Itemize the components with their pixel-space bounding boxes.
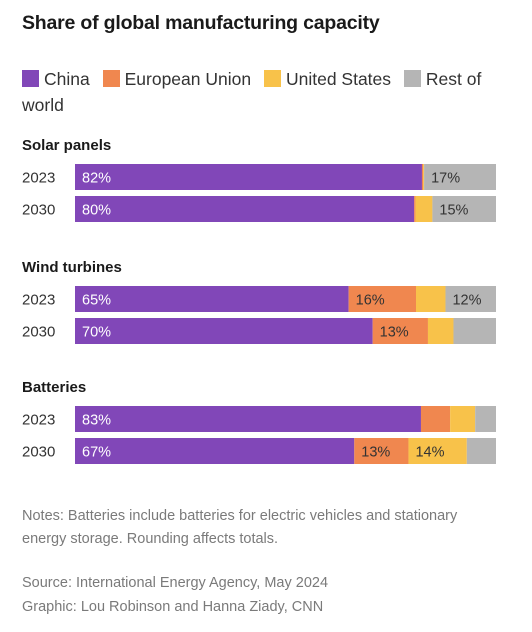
year-label-wind-turbines-2023: 2023 [22, 292, 55, 309]
bar-segment-wind-turbines-2023-united-states [416, 286, 446, 312]
credit-line: Graphic: Lou Robinson and Hanna Ziady, C… [22, 599, 324, 615]
year-label-solar-panels-2030: 2030 [22, 202, 55, 219]
year-label-wind-turbines-2030: 2030 [22, 324, 55, 341]
bar-segment-batteries-2030-united-states [408, 438, 467, 464]
bar-segment-batteries-2030-european-union [354, 438, 409, 464]
legend-item-rest: Rest of world [22, 69, 481, 115]
bar-segment-batteries-2030-china [75, 438, 355, 464]
legend-item-eu: European Union [102, 69, 252, 89]
bar-segment-solar-panels-2030-united-states [415, 196, 433, 222]
data-label-batteries-2030-united-states: 14% [415, 445, 444, 461]
bar-segment-solar-panels-2023-european-union [421, 164, 424, 190]
data-label-solar-panels-2023-china: 82% [82, 171, 111, 187]
data-label-batteries-2030-china: 67% [82, 445, 111, 461]
legend-label-china: China [44, 69, 90, 89]
data-label-solar-panels-2030-rest-of-world: 15% [439, 203, 468, 219]
chart-notes: Notes: Batteries include batteries for e… [22, 508, 458, 547]
bar-segment-wind-turbines-2023-china [75, 286, 349, 312]
bar-segment-wind-turbines-2023-european-union [348, 286, 417, 312]
bar-segment-wind-turbines-2030-united-states [427, 318, 454, 344]
source-line: Source: International Energy Agency, May… [22, 575, 329, 591]
legend-swatch-rest [403, 70, 421, 87]
legend: China European Union United States Rest … [22, 66, 512, 118]
legend-label-rest: Rest of world [22, 69, 482, 115]
bar-segment-batteries-2023-rest-of-world [475, 406, 496, 432]
bar-segment-batteries-2030-rest-of-world [466, 438, 496, 464]
source-credits: Source: International Energy Agency, May… [22, 571, 492, 619]
data-label-wind-turbines-2030-china: 70% [82, 325, 111, 341]
group-label-batteries: Batteries [22, 379, 86, 396]
year-label-batteries-2030: 2030 [22, 444, 55, 461]
year-label-batteries-2023: 2023 [22, 412, 55, 429]
data-label-solar-panels-2023-rest-of-world: 17% [431, 171, 460, 187]
bar-segment-batteries-2023-united-states [450, 406, 476, 432]
legend-swatch-eu [102, 70, 120, 87]
data-label-wind-turbines-2030-european-union: 13% [380, 325, 409, 341]
bar-segment-wind-turbines-2030-european-union [372, 318, 428, 344]
bar-segment-solar-panels-2023-united-states [423, 164, 425, 190]
bar-segment-batteries-2023-european-union [420, 406, 451, 432]
legend-swatch-china [22, 70, 39, 87]
data-label-wind-turbines-2023-china: 65% [82, 293, 111, 309]
legend-item-china: China [22, 69, 90, 89]
bar-segment-solar-panels-2030-rest-of-world [432, 196, 496, 222]
group-label-wind-turbines: Wind turbines [22, 259, 122, 276]
bar-segment-batteries-2023-china [75, 406, 421, 432]
bar-segment-solar-panels-2030-european-union [414, 196, 416, 222]
bar-segment-wind-turbines-2030-china [75, 318, 373, 344]
bar-segment-solar-panels-2030-china [75, 196, 415, 222]
data-label-batteries-2023-china: 83% [82, 413, 111, 429]
year-label-solar-panels-2023: 2023 [22, 170, 55, 187]
bar-segment-solar-panels-2023-rest-of-world [424, 164, 496, 190]
data-label-solar-panels-2030-china: 80% [82, 203, 111, 219]
chart-title: Share of global manufacturing capacity [22, 12, 380, 34]
bar-segment-solar-panels-2023-china [75, 164, 422, 190]
data-label-wind-turbines-2023-rest-of-world: 12% [452, 293, 481, 309]
legend-label-eu: European Union [124, 69, 252, 89]
legend-item-us: United States [263, 69, 392, 89]
data-label-batteries-2030-european-union: 13% [361, 445, 390, 461]
stacked-bar-chart: Solar panels 2023 82% 17% 2030 80% 15% Wind tur… [22, 137, 496, 464]
bar-segment-wind-turbines-2030-rest-of-world [453, 318, 496, 344]
legend-label-us: United States [285, 69, 392, 89]
bar-segment-wind-turbines-2023-rest-of-world [445, 286, 496, 312]
data-label-wind-turbines-2023-european-union: 16% [356, 293, 385, 309]
legend-swatch-us [263, 70, 281, 87]
group-label-solar-panels: Solar panels [22, 137, 111, 154]
